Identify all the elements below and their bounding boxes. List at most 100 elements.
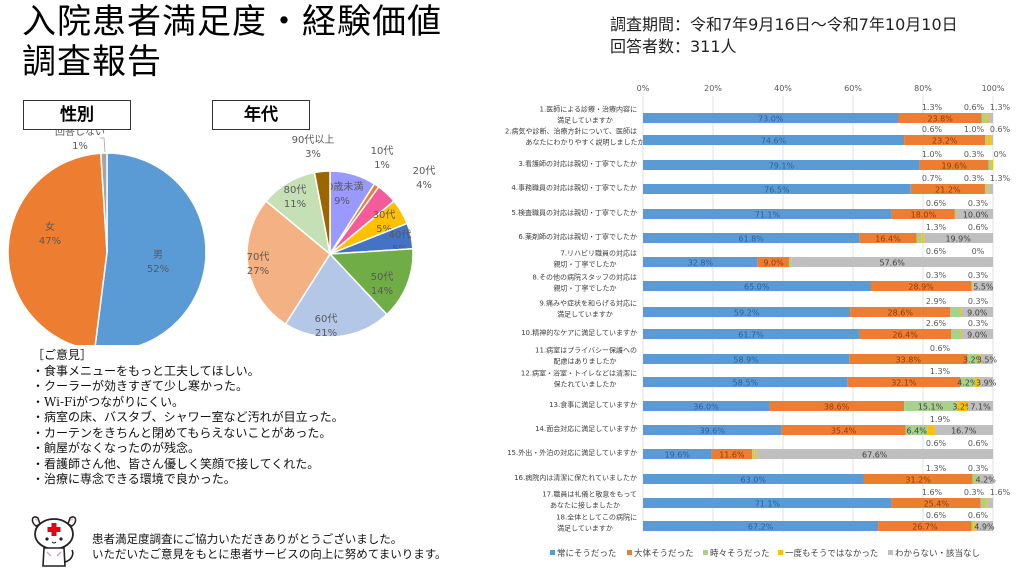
bar-value-label: 3.2% <box>952 403 973 412</box>
bar-segment <box>858 329 952 339</box>
bar-segment <box>916 233 922 243</box>
bar-callout-label: 0.6% <box>926 199 947 208</box>
bar-segment <box>781 425 906 435</box>
category-label: 満足していますか <box>557 311 613 319</box>
bar-segment <box>971 521 974 531</box>
opinion-item: ・食事メニューをもっと工夫してほしい。 <box>32 363 260 378</box>
legend-swatch <box>703 550 708 555</box>
opinion-item: ・Wi-Fiがつながりにくい。 <box>32 394 184 409</box>
bar-callout-label: 0.6% <box>926 439 947 448</box>
bar-callout-label: 1.3% <box>930 367 951 376</box>
category-label: 7.リハビリ職員の対応は <box>560 249 637 258</box>
bar-segment <box>980 354 993 364</box>
bar-value-label: 65.0% <box>744 283 770 292</box>
bar-segment <box>711 449 753 459</box>
category-label: 15.外出・外泊の対応に満足していますか <box>507 448 637 457</box>
pie-slice-label: 80代 <box>284 184 307 196</box>
bar-callout-label: 0.6% <box>990 125 1011 134</box>
bar-segment <box>898 113 982 123</box>
bar-value-label: 18.0% <box>911 211 937 220</box>
pie-slice-value: 1% <box>374 160 390 171</box>
bar-segment <box>972 474 978 484</box>
category-label: 13.食事に満足していますか <box>549 400 637 409</box>
bar-segment <box>990 135 993 145</box>
pie-slice-label: 40代 <box>389 229 412 241</box>
bar-segment <box>863 474 973 484</box>
bar-segment <box>923 233 993 243</box>
bar-callout-label: 2.9% <box>926 297 947 306</box>
bar-value-label: 28.9% <box>908 283 934 292</box>
bar-value-label: 59.2% <box>734 309 760 318</box>
bar-value-label: 38.6% <box>824 403 850 412</box>
bar-segment <box>987 184 989 194</box>
bar-segment <box>974 377 980 387</box>
category-label: 2.病気や診断、治療方針について、医師は <box>505 127 637 136</box>
pie-slice-0 <box>94 152 205 345</box>
bar-segment <box>968 401 993 411</box>
pie-slice-7 <box>246 200 331 326</box>
bar-callout-label: 1.0% <box>922 150 943 159</box>
bar-callout-label: 0.3% <box>964 150 985 159</box>
category-label: 17.職員は礼儀と敬意をもって <box>542 490 637 499</box>
pie-slice-label: 90代以上 <box>292 134 335 146</box>
bar-callout-label: 0.6% <box>922 125 943 134</box>
bar-segment <box>870 281 972 291</box>
bar-segment <box>956 209 958 219</box>
opinion-item: ・クーラーが効きすぎて少し寒かった。 <box>32 379 249 393</box>
category-label: 9.痛みや症状を和らげる対応に <box>539 299 637 308</box>
bar-value-label: 11.6% <box>719 451 745 460</box>
bar-value-label: 39.6% <box>700 427 726 436</box>
bar-segment <box>986 113 989 123</box>
bar-segment <box>643 425 782 435</box>
legend-swatch <box>550 550 555 555</box>
pie-slice-value: 27% <box>247 266 269 277</box>
thanks-line-1: 患者満足度調査にご協力いただきありがとうございました。 <box>92 532 403 546</box>
bar-callout-label: 0.3% <box>968 199 989 208</box>
bar-callout-label: 1.3% <box>990 174 1011 183</box>
thanks-message: 患者満足度調査にご協力いただきありがとうございました。 いただいたご意見をもとに… <box>92 532 447 562</box>
category-label: 6.薬剤師の対応は親切・丁寧でしたか <box>518 232 637 241</box>
bar-value-label: 26.7% <box>912 523 938 532</box>
page-title: 入院患者満足度・経験価値 調査報告 <box>22 2 442 82</box>
bar-callout-label: 1.6% <box>990 488 1011 497</box>
bar-segment <box>988 184 993 194</box>
category-label: 16.病院内は清潔に保たれていましたか <box>514 473 637 482</box>
bar-value-label: 58.5% <box>733 379 759 388</box>
bar-segment <box>891 498 981 508</box>
bar-callout-label: 0.6% <box>968 223 989 232</box>
bar-value-label: 3.9% <box>976 379 997 388</box>
category-label: 満足していますか <box>557 525 613 533</box>
category-label: 5.検査職員の対応は親切・丁寧でしたか <box>511 208 637 217</box>
category-label: 配慮はありましたか <box>554 357 617 366</box>
bar-segment <box>643 449 712 459</box>
bar-callout-label: 1.3% <box>926 223 947 232</box>
bar-segment <box>904 135 986 145</box>
legend-label: 一度もそうではなかった <box>785 548 878 559</box>
bar-segment <box>950 307 961 317</box>
pie-slice-value: 5% <box>376 224 392 235</box>
x-tick-label: 100% <box>982 84 1005 93</box>
bar-value-label: 19.6% <box>941 162 967 171</box>
bar-segment <box>891 209 955 219</box>
bar-segment <box>643 160 920 170</box>
bar-segment <box>988 113 993 123</box>
bar-segment <box>981 113 987 123</box>
bar-segment <box>643 281 871 291</box>
opinions-heading: ［ご意見］ <box>32 348 93 362</box>
bar-segment <box>961 329 993 339</box>
bar-segment <box>986 498 988 508</box>
bar-callout-label: 0.3% <box>968 464 989 473</box>
bar-callout-label: 2.6% <box>926 319 947 328</box>
bar-callout-label: 0.6% <box>968 439 989 448</box>
bar-value-label: 74.6% <box>761 137 787 146</box>
bar-callout-label: 1.3% <box>990 103 1011 112</box>
bar-callout-label: 0% <box>994 150 1007 159</box>
thanks-line-2: いただいたご意見をもとに患者サービスの向上に努めてまいります。 <box>92 547 447 561</box>
bar-segment <box>769 401 905 411</box>
pie-slice-value: 4% <box>416 180 432 191</box>
bar-segment <box>919 160 989 170</box>
bar-segment <box>757 257 790 267</box>
pie-slice-label: 70代 <box>247 251 270 263</box>
bar-value-label: 3.2% <box>963 356 984 365</box>
bar-value-label: 31.2% <box>905 476 931 485</box>
